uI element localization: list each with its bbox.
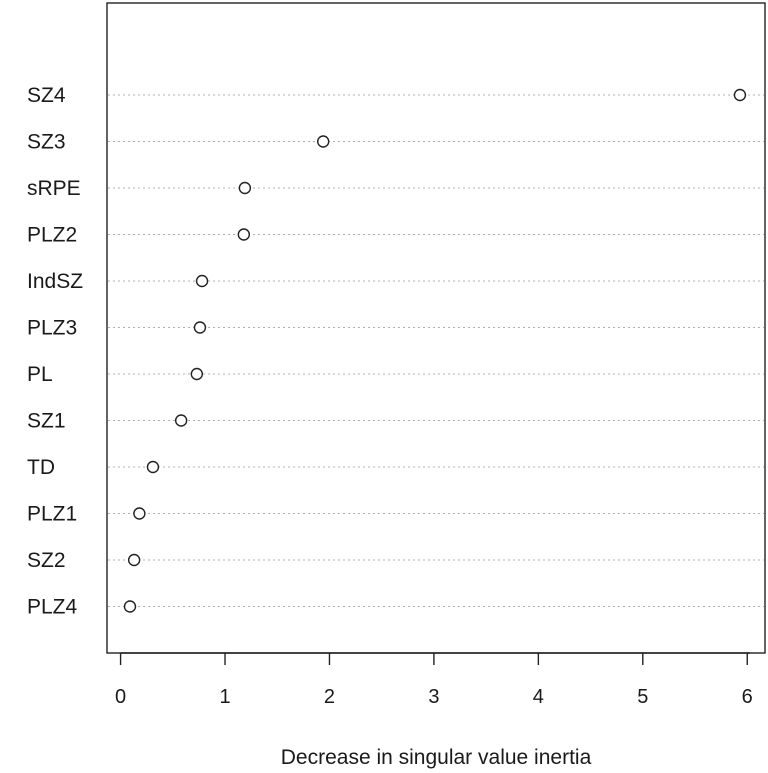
data-point bbox=[146, 460, 160, 474]
data-point bbox=[190, 367, 204, 381]
category-label: SZ2 bbox=[27, 549, 66, 572]
data-point bbox=[193, 321, 207, 334]
data-point bbox=[174, 414, 188, 427]
data-point bbox=[195, 274, 209, 288]
gridlines bbox=[108, 94, 764, 607]
category-label: PLZ1 bbox=[27, 503, 77, 526]
data-point bbox=[127, 553, 141, 567]
data-point bbox=[733, 88, 747, 102]
category-label: PLZ2 bbox=[27, 224, 77, 247]
category-label: TD bbox=[27, 456, 55, 479]
x-tick-label: 1 bbox=[219, 686, 230, 708]
data-point bbox=[237, 228, 251, 241]
x-axis-title: Decrease in singular value inertia bbox=[281, 746, 592, 769]
category-label: sRPE bbox=[27, 177, 81, 200]
category-label: PLZ3 bbox=[27, 317, 77, 340]
category-label: SZ3 bbox=[27, 131, 66, 154]
x-tick-label: 3 bbox=[428, 686, 439, 708]
x-tick-label: 4 bbox=[533, 686, 544, 708]
data-point bbox=[238, 181, 252, 195]
x-axis: 0 1 2 3 4 5 6 bbox=[115, 652, 753, 708]
data-point bbox=[317, 135, 330, 148]
x-tick-label: 0 bbox=[115, 686, 126, 708]
category-labels: SZ4 SZ3 sRPE PLZ2 IndSZ PLZ3 PL SZ1 TD PLZ1 SZ2 PLZ… bbox=[27, 84, 83, 619]
data-point bbox=[123, 600, 137, 613]
category-label: PLZ4 bbox=[27, 596, 78, 619]
category-label: SZ1 bbox=[27, 410, 66, 433]
category-label: SZ4 bbox=[27, 84, 66, 107]
category-label: IndSZ bbox=[27, 270, 83, 293]
data-points bbox=[123, 88, 747, 613]
category-label: PL bbox=[27, 363, 53, 386]
x-tick-label: 5 bbox=[637, 686, 648, 708]
data-point bbox=[133, 507, 146, 520]
x-tick-label: 2 bbox=[324, 686, 335, 708]
x-tick-label: 6 bbox=[742, 686, 753, 708]
